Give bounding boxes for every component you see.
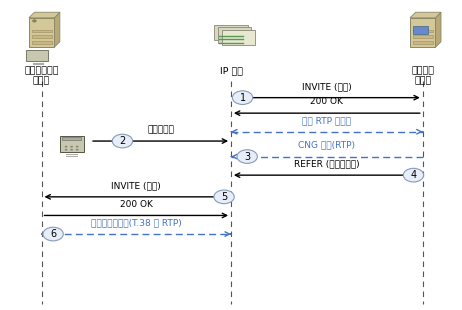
Polygon shape (410, 12, 441, 18)
Text: REFER (传真终结点): REFER (传真终结点) (294, 159, 360, 168)
Polygon shape (435, 12, 441, 47)
Text: IP 网关: IP 网关 (219, 67, 243, 76)
Text: 传真合作伙伴: 传真合作伙伴 (24, 67, 59, 76)
Text: 传入的传真: 传入的传真 (147, 125, 174, 134)
FancyBboxPatch shape (222, 30, 255, 45)
Bar (413, 30, 433, 32)
Bar (29, 18, 55, 47)
Text: 5: 5 (221, 192, 227, 202)
Circle shape (70, 149, 73, 151)
Text: INVITE (语音): INVITE (语音) (302, 82, 352, 91)
Text: INVITE (传真): INVITE (传真) (111, 181, 161, 190)
Bar (31, 41, 52, 44)
Circle shape (65, 149, 67, 151)
Bar (410, 18, 436, 47)
Text: 3: 3 (244, 152, 250, 162)
Bar (62, 137, 81, 140)
Text: 200 OK: 200 OK (310, 97, 343, 106)
Polygon shape (55, 12, 60, 47)
Circle shape (43, 227, 63, 241)
Text: 2: 2 (119, 136, 126, 146)
Circle shape (112, 134, 133, 148)
Text: 1: 1 (239, 93, 246, 103)
Bar (413, 26, 428, 34)
Circle shape (76, 146, 79, 148)
Text: 双向媒体数据流(T.38 或 RTP): 双向媒体数据流(T.38 或 RTP) (91, 218, 182, 227)
Circle shape (403, 168, 424, 182)
Text: 服务器: 服务器 (33, 76, 50, 85)
Circle shape (214, 190, 234, 204)
Bar (31, 35, 52, 38)
Text: 双向 RTP 数据流: 双向 RTP 数据流 (302, 116, 352, 125)
Text: 统一消息: 统一消息 (411, 67, 434, 76)
Text: 4: 4 (410, 170, 417, 180)
Bar (413, 41, 433, 44)
FancyBboxPatch shape (218, 27, 251, 43)
Polygon shape (29, 12, 60, 18)
Circle shape (232, 91, 253, 104)
Circle shape (70, 146, 73, 148)
Bar (60, 136, 84, 152)
Text: 6: 6 (50, 229, 56, 239)
Text: 服务器: 服务器 (414, 76, 432, 85)
Circle shape (237, 150, 257, 163)
Bar (26, 50, 48, 61)
Bar (413, 35, 433, 38)
Circle shape (76, 149, 79, 151)
Circle shape (32, 20, 36, 22)
Circle shape (65, 146, 67, 148)
Text: 200 OK: 200 OK (120, 200, 153, 209)
Text: CNG 通知(RTP): CNG 通知(RTP) (298, 141, 355, 150)
Bar (31, 30, 52, 32)
FancyBboxPatch shape (214, 25, 248, 40)
